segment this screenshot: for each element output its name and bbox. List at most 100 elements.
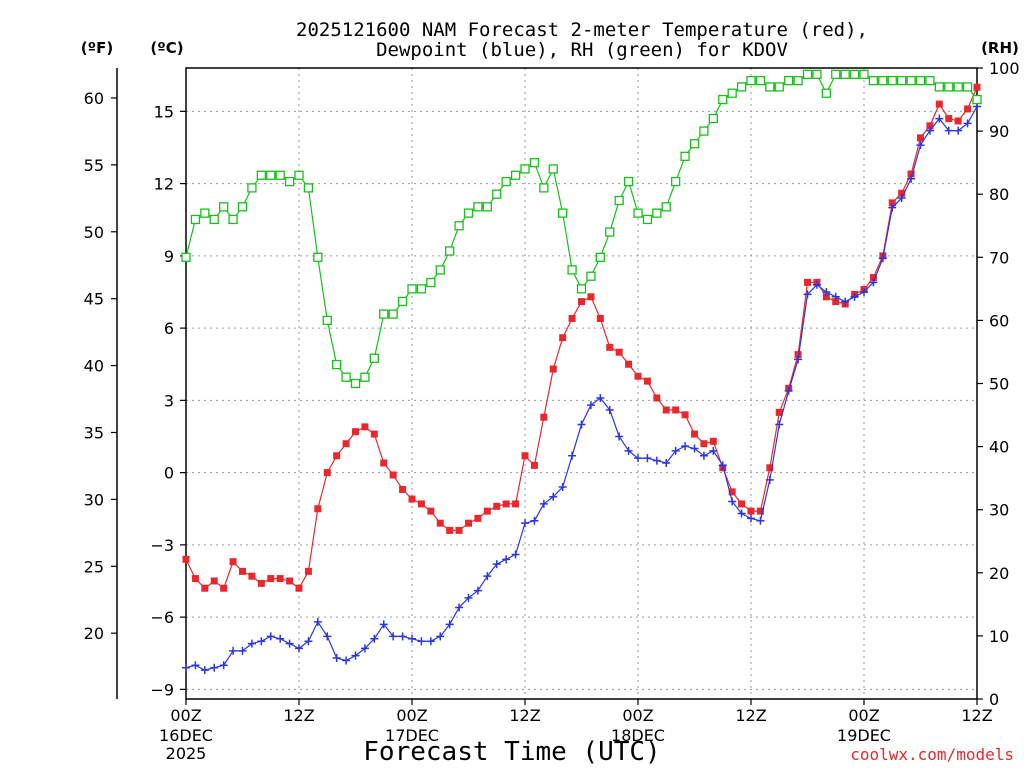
dewpoint-point bbox=[295, 644, 303, 653]
rh-point bbox=[633, 208, 643, 218]
rh-point bbox=[934, 82, 944, 92]
dewpoint-point bbox=[907, 174, 916, 183]
temperature-point bbox=[794, 351, 802, 359]
dewpoint-point bbox=[332, 654, 341, 663]
rh-point bbox=[247, 183, 257, 193]
temperature-point bbox=[512, 500, 520, 508]
rh-point bbox=[623, 176, 634, 187]
dewpoint-point bbox=[699, 451, 708, 460]
celsius-tick-label: 9 bbox=[164, 247, 174, 266]
temperature-point bbox=[229, 558, 237, 566]
temperature-point bbox=[210, 577, 218, 585]
dewpoint-point bbox=[784, 386, 793, 395]
rh-point bbox=[501, 176, 511, 187]
dewpoint-point bbox=[822, 287, 831, 296]
dewpoint-point bbox=[182, 663, 190, 672]
rh-point bbox=[671, 176, 681, 187]
dewpoint-point bbox=[803, 290, 812, 299]
x-tick-date-label: 18DEC bbox=[611, 726, 665, 745]
rh-point bbox=[576, 284, 587, 294]
dewpoint-point bbox=[916, 141, 925, 150]
rh-point bbox=[774, 82, 784, 92]
dewpoint-point bbox=[238, 646, 247, 655]
dewpoint-point bbox=[681, 442, 690, 451]
rh-point bbox=[614, 195, 624, 206]
rh-point bbox=[416, 284, 427, 294]
rh-point bbox=[972, 94, 982, 105]
dewpoint-point bbox=[304, 637, 313, 646]
temperature-point bbox=[709, 437, 717, 445]
temperature-point bbox=[333, 452, 341, 460]
rh-point bbox=[275, 170, 285, 180]
temperature-point bbox=[691, 430, 698, 438]
dewpoint-point bbox=[511, 550, 520, 559]
temperature-point bbox=[672, 406, 680, 414]
chart-title-line2: Dewpoint (blue), RH (green) for KDOV bbox=[376, 39, 788, 61]
rh-point bbox=[350, 378, 361, 389]
temperature-point bbox=[606, 343, 614, 351]
rh-point bbox=[181, 252, 191, 262]
temperature-point bbox=[436, 519, 444, 527]
dewpoint-point bbox=[417, 637, 426, 646]
dewpoint-point bbox=[586, 401, 595, 410]
rh-point bbox=[897, 75, 907, 86]
rh-point bbox=[699, 126, 709, 136]
temperature-point bbox=[201, 584, 209, 592]
dewpoint-point bbox=[935, 114, 944, 123]
temperature-point bbox=[267, 575, 275, 583]
temperature-point bbox=[917, 134, 924, 142]
rh-point bbox=[962, 82, 973, 92]
dewpoint-point bbox=[671, 446, 680, 455]
fahrenheit-tick-label: 40 bbox=[84, 357, 104, 376]
dewpoint-point bbox=[360, 644, 369, 653]
temperature-point bbox=[898, 189, 906, 197]
temperature-point bbox=[352, 428, 359, 436]
temperature-point bbox=[653, 394, 661, 402]
dewpoint-point bbox=[558, 483, 567, 492]
dewpoint-point bbox=[605, 405, 614, 414]
dewpoint-point bbox=[615, 432, 624, 441]
temperature-point bbox=[587, 293, 595, 301]
temperature-point bbox=[888, 199, 896, 207]
dewpoint-point bbox=[342, 656, 351, 665]
dewpoint-point bbox=[351, 651, 360, 660]
rh-point bbox=[849, 69, 860, 79]
dewpoint-point bbox=[662, 458, 671, 467]
rh-tick-label: 70 bbox=[989, 248, 1009, 267]
dewpoint-point bbox=[709, 446, 718, 455]
series bbox=[181, 69, 982, 675]
rh-tick-label: 40 bbox=[989, 438, 1009, 457]
grid bbox=[186, 68, 977, 699]
celsius-tick-label: 6 bbox=[164, 319, 174, 338]
chart-title-line1: 2025121600 NAM Forecast 2-meter Temperat… bbox=[296, 19, 868, 41]
temperature-point bbox=[935, 100, 943, 108]
x-tick-date-label: 19DEC bbox=[837, 726, 891, 745]
temperature-point bbox=[483, 507, 491, 515]
x-tick-date-label: 17DEC bbox=[385, 726, 439, 745]
dewpoint-point bbox=[247, 639, 256, 648]
rh-point bbox=[793, 75, 803, 86]
temperature-point bbox=[756, 507, 764, 515]
x-tick-label: 12Z bbox=[735, 706, 766, 725]
dewpoint-point bbox=[483, 572, 492, 581]
celsius-tick-label: 15 bbox=[154, 102, 174, 121]
rh-point bbox=[605, 227, 615, 237]
dewpoint-point bbox=[502, 555, 511, 564]
rh-point bbox=[925, 75, 935, 86]
dewpoint-point bbox=[398, 632, 407, 641]
temperature-point bbox=[804, 278, 811, 286]
temperature-point bbox=[323, 469, 331, 477]
temperature-point bbox=[446, 526, 454, 534]
rh-tick-label: 60 bbox=[989, 311, 1009, 330]
rh-point bbox=[209, 214, 219, 225]
dewpoint-point bbox=[963, 119, 972, 128]
dewpoint-point bbox=[229, 646, 238, 655]
temperature-point bbox=[427, 507, 435, 515]
rh-point bbox=[680, 151, 690, 161]
rh-line bbox=[185, 73, 978, 385]
temperature-point bbox=[540, 413, 548, 421]
temperature-point bbox=[257, 579, 265, 587]
dewpoint-point bbox=[944, 126, 953, 135]
temperature-point bbox=[596, 314, 604, 322]
rh-point bbox=[859, 69, 869, 79]
